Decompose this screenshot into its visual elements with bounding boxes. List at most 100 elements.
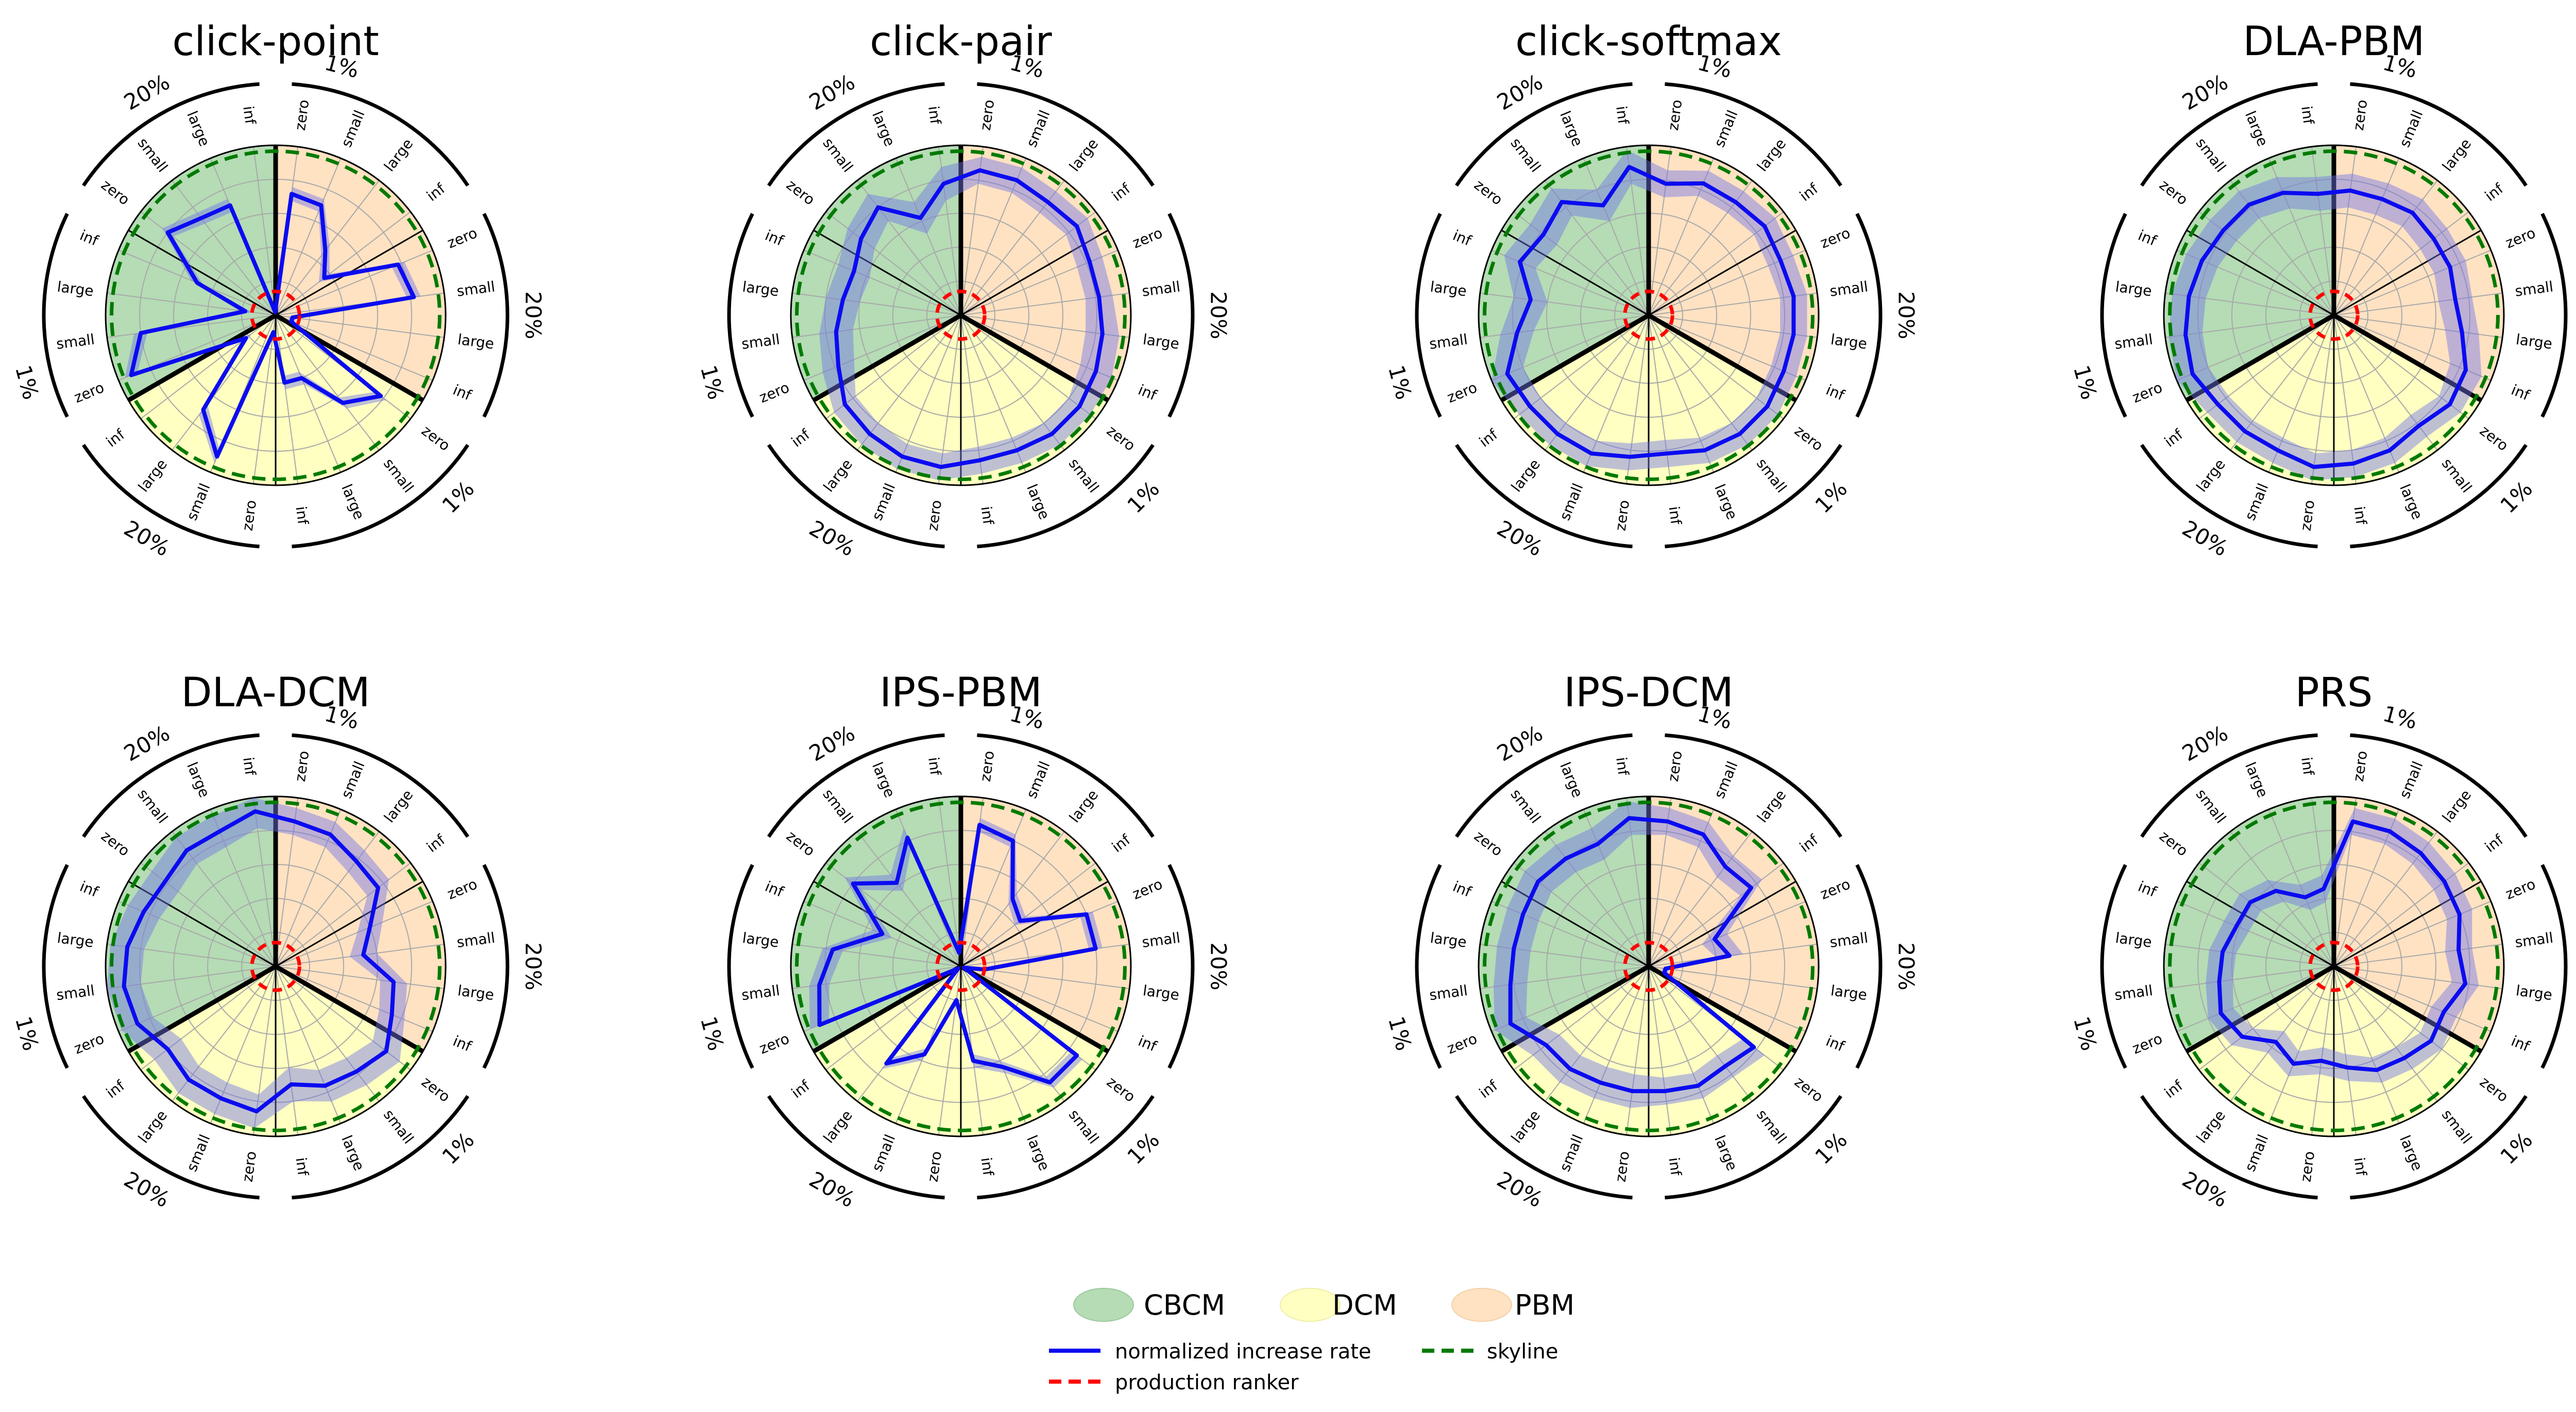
group-arc (292, 1095, 469, 1200)
group-arc (1665, 733, 1842, 838)
group-arc (767, 82, 945, 187)
grid-spoke (1513, 315, 1649, 419)
chart-title: click-pair (870, 19, 1052, 65)
radar-chart-click-pair: zero smalllargeinfzerosmalllargeinfzerosm… (696, 19, 1231, 562)
axis-tick-label: inf (2509, 381, 2532, 404)
outer-circle (790, 144, 1132, 486)
skyline-circle (110, 801, 442, 1132)
axis-tick-label: small (2113, 982, 2154, 1003)
axis-tick-label: large (1829, 331, 1868, 352)
group-label: 20% (805, 720, 859, 766)
grid-spoke (2333, 211, 2469, 316)
axis-tick-label: small (1507, 134, 1545, 175)
grid-spoke (275, 900, 433, 967)
grid-spoke (107, 943, 276, 967)
axis-tick-label: small (1711, 108, 1741, 150)
grid-spoke (960, 315, 1065, 451)
axis-tick-label: zero (292, 750, 313, 783)
axis-tick-label: zero (2130, 379, 2165, 406)
grid-spoke (2333, 943, 2503, 967)
axis-tick-label: large (741, 278, 780, 300)
group-arc (2140, 1095, 2318, 1200)
group-arc (82, 733, 260, 838)
grid-spoke (1545, 831, 1649, 967)
group-arc (2350, 733, 2528, 838)
axis-tick-label: zero (2477, 1073, 2512, 1105)
axis-tick-label: inf (1823, 1032, 1847, 1055)
grid-spoke (2333, 315, 2469, 419)
grid-spoke (2198, 211, 2334, 316)
axis-tick-label: large (2439, 135, 2475, 175)
legend: CBCM DCM PBM normalized increase rate pr… (1049, 1288, 1574, 1394)
grid-spoke (252, 146, 276, 316)
production-ranker-circle (1623, 941, 1674, 992)
axis-tick-label: small (380, 455, 417, 496)
grid-spoke (960, 158, 1027, 316)
grid-spoke (960, 966, 1027, 1124)
axis-tick-label: large (2515, 331, 2553, 352)
axis-tick-label: large (1429, 278, 1468, 300)
grid-spoke (2268, 315, 2334, 473)
production-ranker-circle (250, 941, 301, 992)
axis-tick-label: large (338, 482, 368, 522)
axis-tick-label: large (1556, 109, 1586, 149)
grid-spoke (252, 315, 276, 484)
radar-grid: zero smalllargeinfzerosmalllargeinfzerosm… (10, 19, 2568, 1213)
grid-spoke (2198, 862, 2334, 967)
radar-chart-dla-dcm: zero smalllargeinfzerosmalllargeinfzerosm… (10, 670, 546, 1213)
grid-spoke (275, 966, 445, 990)
grid-spoke (1648, 966, 1818, 990)
group-arc (42, 864, 69, 1069)
group-arc (727, 864, 754, 1069)
axis-tick-label: inf (240, 105, 259, 126)
group-arc (2350, 444, 2528, 549)
axis-tick-label: zero (2503, 224, 2538, 251)
grid-spoke (107, 292, 276, 316)
series-line (1508, 816, 1756, 1094)
axis-tick-label: large (1829, 982, 1868, 1003)
group-label: 1% (437, 1127, 479, 1169)
grid-spoke (1648, 831, 1753, 967)
group-label: 20% (1206, 942, 1231, 990)
region-pbm (961, 796, 1131, 1051)
axis-tick-label: zero (2350, 750, 2371, 783)
axis-tick-label: inf (1136, 381, 1159, 404)
series-line (817, 823, 1098, 1085)
axis-tick-label: zero (418, 422, 453, 454)
group-arc (2100, 864, 2127, 1069)
axis-tick-label: inf (2161, 426, 2187, 450)
series-band (809, 818, 1103, 1088)
axis-tick-label: inf (2298, 105, 2317, 126)
axis-tick-label: inf (762, 878, 786, 900)
group-arc (767, 1095, 945, 1200)
group-label: 1% (2495, 476, 2537, 518)
axis-tick-label: inf (1109, 831, 1134, 856)
axis-tick-label: small (1023, 759, 1054, 801)
grid-spoke (2333, 966, 2357, 1135)
axis-tick-label: small (820, 786, 857, 826)
axis-tick-label: large (1142, 331, 1180, 352)
group-arc (1415, 864, 1442, 1069)
grid-spoke (960, 943, 1130, 967)
grid-spoke (960, 292, 1130, 316)
axis-tick-label: inf (1797, 831, 1822, 856)
group-label: 20% (120, 515, 174, 561)
group-arc (2540, 213, 2568, 418)
grid-spoke (2311, 146, 2334, 316)
axis-tick-label: inf (103, 426, 128, 450)
axis-tick-label: inf (1476, 1077, 1501, 1101)
production-ranker-circle (2308, 290, 2360, 341)
axis-tick-label: large (1066, 135, 1101, 175)
axis-tick-label: large (183, 760, 213, 800)
region-separator (1500, 964, 1650, 1053)
group-arc (977, 444, 1155, 549)
axis-tick-label: small (740, 331, 781, 352)
axis-tick-label: inf (1450, 878, 1474, 900)
axis-tick-label: zero (1471, 827, 1506, 860)
axis-tick-label: large (456, 331, 495, 352)
axis-tick-label: inf (1665, 505, 1684, 526)
grid-spoke (275, 966, 433, 1032)
axis-tick-label: small (2193, 786, 2230, 826)
group-label: 20% (1206, 291, 1231, 339)
grid-spoke (2268, 158, 2334, 316)
